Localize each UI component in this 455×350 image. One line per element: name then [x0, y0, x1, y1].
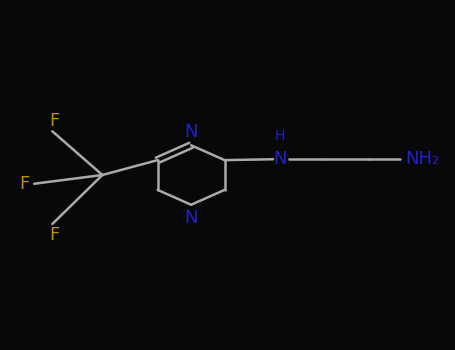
Text: N: N [273, 150, 287, 168]
Text: N: N [184, 123, 198, 141]
Text: N: N [184, 209, 198, 227]
Text: H: H [275, 130, 285, 144]
Text: NH₂: NH₂ [405, 150, 439, 168]
Text: F: F [50, 226, 60, 244]
Text: F: F [50, 112, 60, 130]
Text: F: F [19, 175, 30, 193]
